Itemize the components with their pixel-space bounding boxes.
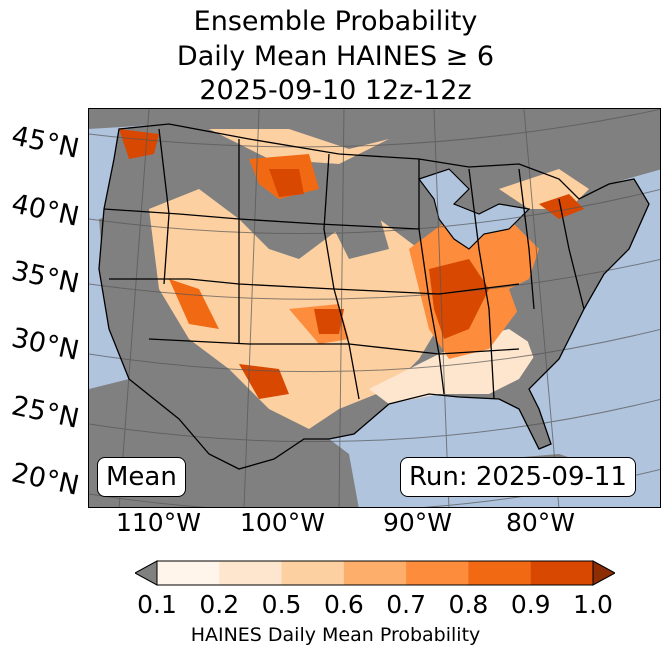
colorbar-tick-label: 1.0 [573,590,613,619]
colorbar-segment [406,561,469,585]
colorbar-tick-label: 0.5 [261,590,302,619]
colorbar-under-arrow [135,560,158,586]
lon-label-90: 90°W [383,508,453,537]
great-lakes [418,168,531,250]
lon-label-110: 110°W [116,508,201,537]
grat-30 [89,328,660,373]
colorbar-segment [468,561,532,585]
run-label-box: Run: 2025-09-11 [400,457,636,497]
colorbar-tick-label: 0.9 [510,590,551,619]
colorbar-tick-label: 0.8 [448,590,489,619]
map-canvas [89,109,660,507]
colorbar-segment [219,561,283,585]
state-borders [98,123,650,470]
prob-region-mid-4 [169,279,219,329]
low-patch-1 [99,209,149,309]
lat-label-25: 25°N [8,390,82,435]
colorbar-tick-label: 0.1 [137,590,177,619]
colorbar [135,560,615,586]
prob-region-high-5 [119,129,159,159]
lat-label-20: 20°N [8,457,82,502]
lat-label-40: 40°N [8,188,82,233]
colorbar-segment [281,561,345,585]
lon-label-80: 80°W [506,508,576,537]
prob-region-high-2 [269,169,304,197]
prob-region-high-4 [539,194,584,219]
map-panel [88,108,661,508]
prob-region-low-2 [369,329,539,404]
lat-label-30: 30°N [8,322,82,367]
prob-region-high-6 [314,309,344,334]
lat-label-35: 35°N [8,255,82,300]
title-line-1: Ensemble Probability [193,6,478,37]
prob-region-high-3 [239,364,289,399]
colorbar-segment [157,561,220,585]
lat-label-45: 45°N [8,120,82,165]
stat-label-box: Mean [97,457,186,497]
low-patch-2 [509,269,589,359]
title-line-2: Daily Mean HAINES ≥ 6 [176,41,495,72]
colorbar-segments [157,561,594,585]
colorbar-label: HAINES Daily Mean Probability [190,624,481,646]
colorbar-tick-label: 0.6 [323,590,364,619]
colorbar-tick-label: 0.2 [199,590,240,619]
colorbar-segment [530,561,594,585]
prob-region-high [429,259,489,339]
colorbar-tick-label: 0.7 [386,590,427,619]
lon-label-100: 100°W [240,508,325,537]
title-line-3: 2025-09-10 12z-12z [199,75,472,106]
colorbar-segment [343,561,407,585]
colorbar-frame [156,560,594,586]
colorbar-over-arrow [592,560,615,586]
